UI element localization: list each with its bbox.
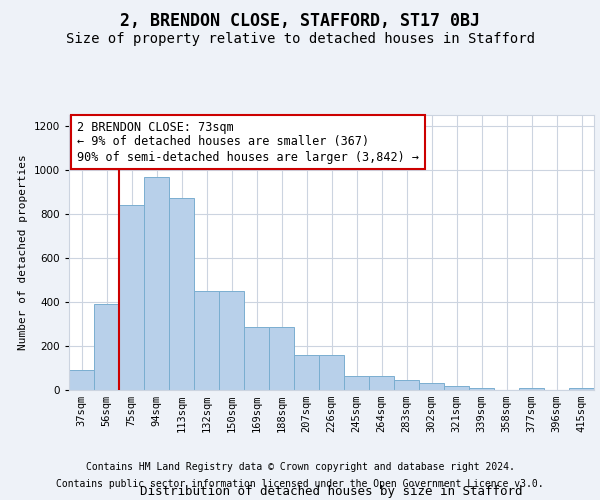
Text: Contains HM Land Registry data © Crown copyright and database right 2024.: Contains HM Land Registry data © Crown c… (86, 462, 514, 472)
Bar (419, 384, 444, 390)
Bar (569, 388, 594, 390)
Bar (144, 176, 169, 390)
Bar (119, 205, 144, 390)
Bar (444, 386, 469, 390)
X-axis label: Distribution of detached houses by size in Stafford: Distribution of detached houses by size … (140, 485, 523, 498)
Bar (519, 388, 544, 390)
Bar (219, 291, 244, 390)
Bar (94, 304, 119, 390)
Text: Size of property relative to detached houses in Stafford: Size of property relative to detached ho… (65, 32, 535, 46)
Bar (369, 376, 394, 390)
Text: Contains public sector information licensed under the Open Government Licence v3: Contains public sector information licen… (56, 479, 544, 489)
Bar (294, 355, 319, 390)
Bar (319, 355, 344, 390)
Bar (69, 370, 94, 390)
Bar (269, 328, 294, 390)
Text: 2, BRENDON CLOSE, STAFFORD, ST17 0BJ: 2, BRENDON CLOSE, STAFFORD, ST17 0BJ (120, 12, 480, 30)
Y-axis label: Number of detached properties: Number of detached properties (18, 154, 28, 350)
Bar (169, 198, 194, 390)
Bar (344, 376, 369, 390)
Bar (244, 328, 269, 390)
Bar (194, 291, 219, 390)
Text: 2 BRENDON CLOSE: 73sqm
← 9% of detached houses are smaller (367)
90% of semi-det: 2 BRENDON CLOSE: 73sqm ← 9% of detached … (77, 120, 419, 164)
Bar (469, 388, 494, 390)
Bar (394, 380, 419, 390)
